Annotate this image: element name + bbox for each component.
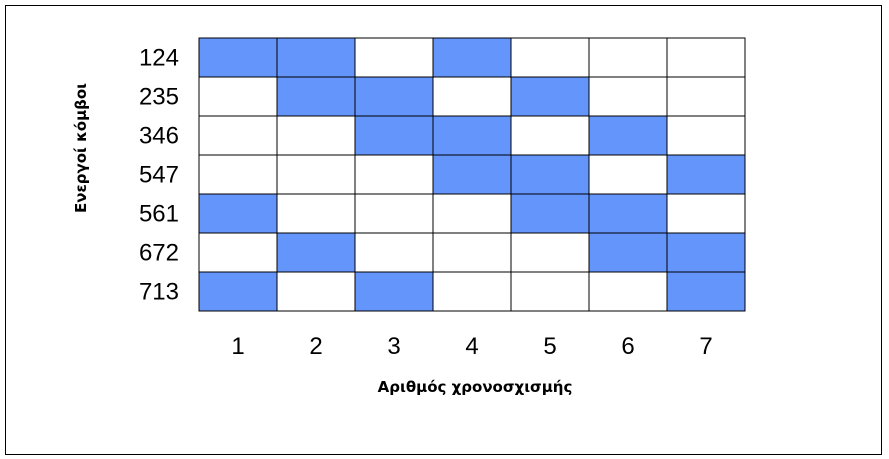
cell-346-slot-6	[588, 115, 668, 156]
cell-713-slot-3	[354, 271, 434, 312]
cell-235-slot-5	[510, 76, 590, 117]
cell-235-slot-4	[432, 76, 512, 117]
cell-124-slot-1	[198, 37, 278, 78]
row-label: 547	[139, 162, 179, 189]
cell-561-slot-6	[588, 193, 668, 234]
y-axis-title: Ενεργοί κόμβοι	[72, 83, 90, 213]
cell-561-slot-7	[666, 193, 746, 234]
cell-672-slot-2	[276, 232, 356, 273]
cell-346-slot-1	[198, 115, 278, 156]
cell-235-slot-3	[354, 76, 434, 117]
cell-235-slot-2	[276, 76, 356, 117]
cell-672-slot-6	[588, 232, 668, 273]
cell-547-slot-7	[666, 154, 746, 195]
cell-547-slot-2	[276, 154, 356, 195]
row-label: 124	[139, 45, 179, 72]
cell-672-slot-4	[432, 232, 512, 273]
column-label: 2	[309, 333, 322, 360]
column-label: 4	[465, 333, 478, 360]
column-label: 5	[543, 333, 556, 360]
cell-124-slot-3	[354, 37, 434, 78]
column-label: 7	[699, 333, 712, 360]
row-label: 346	[139, 123, 179, 150]
cell-547-slot-3	[354, 154, 434, 195]
cell-346-slot-3	[354, 115, 434, 156]
cell-672-slot-3	[354, 232, 434, 273]
column-labels: 1 2 3 4 5 6 7	[231, 333, 712, 360]
cell-124-slot-6	[588, 37, 668, 78]
row-label: 561	[139, 201, 179, 228]
cell-124-slot-7	[666, 37, 746, 78]
cell-672-slot-1	[198, 232, 278, 273]
x-axis-title: Αριθμός χρονοσχισμής	[378, 378, 573, 396]
cell-235-slot-1	[198, 76, 278, 117]
cell-713-slot-1	[198, 271, 278, 312]
cell-672-slot-5	[510, 232, 590, 273]
row-label: 235	[139, 84, 179, 111]
cell-561-slot-4	[432, 193, 512, 234]
row-label: 672	[139, 240, 179, 267]
cell-547-slot-1	[198, 154, 278, 195]
cell-547-slot-6	[588, 154, 668, 195]
cell-346-slot-7	[666, 115, 746, 156]
cell-547-slot-4	[432, 154, 512, 195]
row-labels: 124 235 346 547 561 672 713	[139, 45, 179, 306]
cell-235-slot-7	[666, 76, 746, 117]
cell-713-slot-5	[510, 271, 590, 312]
heatmap-cells	[198, 37, 746, 312]
column-label: 6	[621, 333, 634, 360]
column-label: 3	[387, 333, 400, 360]
cell-346-slot-2	[276, 115, 356, 156]
cell-346-slot-5	[510, 115, 590, 156]
row-label: 713	[139, 279, 179, 306]
cell-672-slot-7	[666, 232, 746, 273]
cell-561-slot-2	[276, 193, 356, 234]
cell-713-slot-4	[432, 271, 512, 312]
cell-713-slot-6	[588, 271, 668, 312]
cell-124-slot-2	[276, 37, 356, 78]
cell-547-slot-5	[510, 154, 590, 195]
cell-561-slot-3	[354, 193, 434, 234]
cell-561-slot-1	[198, 193, 278, 234]
cell-124-slot-5	[510, 37, 590, 78]
cell-713-slot-2	[276, 271, 356, 312]
cell-235-slot-6	[588, 76, 668, 117]
cell-713-slot-7	[666, 271, 746, 312]
cell-346-slot-4	[432, 115, 512, 156]
column-label: 1	[231, 333, 244, 360]
cell-124-slot-4	[432, 37, 512, 78]
cell-561-slot-5	[510, 193, 590, 234]
